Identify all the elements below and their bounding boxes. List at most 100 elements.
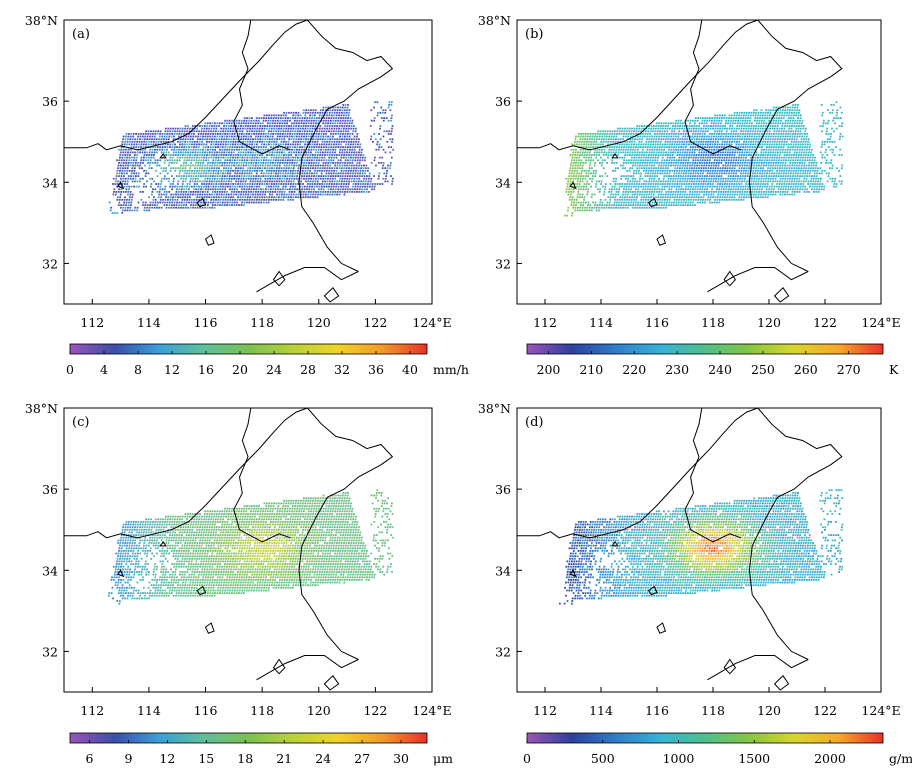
colorbar-label-d-1: 500 [591, 751, 615, 766]
colorbar-label-b-7: 270 [837, 362, 861, 377]
colorbar-label-d-0: 0 [523, 751, 531, 766]
lon-label-c-2: 116 [194, 703, 218, 718]
swath-pixels-a [109, 101, 394, 214]
lat-label-d-1: 36 [495, 482, 511, 497]
colorbar-label-c-6: 24 [315, 751, 331, 766]
coastline-b-0 [517, 20, 758, 150]
coastline-d-1 [749, 408, 841, 660]
colorbar-label-a-6: 24 [266, 362, 282, 377]
colorbar-label-b-2: 220 [622, 362, 646, 377]
colorbar-label-c-8: 30 [393, 751, 409, 766]
lon-label-c-0: 112 [80, 703, 104, 718]
colorbar-label-d-4: 2000 [814, 751, 846, 766]
lon-label-a-3: 118 [250, 315, 274, 330]
lat-label-a-3: 32 [42, 256, 58, 271]
lat-label-d-3: 32 [495, 644, 511, 659]
coastline-c-0 [64, 408, 307, 538]
lake-outline-c-1 [206, 623, 215, 633]
lon-label-a-5: 122 [363, 315, 387, 330]
lon-label-d-4: 120 [757, 703, 781, 718]
lat-label-b-1: 36 [495, 94, 511, 109]
lat-label-b-0: 38°N [478, 13, 511, 28]
lake-outline-d-1 [657, 623, 665, 633]
lon-label-d-2: 116 [645, 703, 669, 718]
lon-label-d-5: 122 [813, 703, 837, 718]
lat-label-a-0: 38°N [25, 13, 58, 28]
coastline-d-2 [707, 656, 808, 680]
lon-label-c-6: 124°E [412, 703, 451, 718]
colorbar-label-a-8: 32 [334, 362, 350, 377]
colorbar-label-a-4: 16 [198, 362, 214, 377]
lon-label-b-3: 118 [701, 315, 725, 330]
lon-label-b-6: 124°E [861, 315, 900, 330]
colorbar-label-c-3: 15 [198, 751, 214, 766]
lake-outline-d-3 [775, 676, 789, 690]
colorbar-label-a-9: 36 [368, 362, 384, 377]
map-area-b [517, 20, 843, 302]
colorbar-label-a-3: 12 [164, 362, 180, 377]
lake-outline-a-1 [206, 235, 215, 245]
lat-label-d-0: 38°N [478, 401, 511, 416]
map-area-d [517, 408, 843, 690]
lat-label-b-3: 32 [495, 256, 511, 271]
panel-label-d: (d) [525, 415, 543, 430]
coastline-b-1 [749, 20, 841, 272]
colorbar-label-a-7: 28 [300, 362, 316, 377]
lon-label-d-0: 112 [533, 703, 557, 718]
coastline-d-0 [517, 408, 758, 538]
swath-pixels-c [108, 489, 394, 604]
colorbar-label-c-5: 21 [276, 751, 292, 766]
lake-outline-c-5 [160, 542, 166, 546]
swath-pixels-d [559, 489, 843, 604]
lon-label-a-6: 124°E [412, 315, 451, 330]
colorbar-b [527, 344, 883, 354]
coastline-a-0 [64, 20, 307, 150]
lon-label-a-1: 114 [137, 315, 161, 330]
colorbar-label-c-1: 9 [124, 751, 132, 766]
coastline-a-2 [257, 268, 359, 292]
lon-label-b-4: 120 [757, 315, 781, 330]
colorbar-label-a-0: 0 [66, 362, 74, 377]
map-area-c [64, 408, 394, 690]
lat-label-c-1: 36 [42, 482, 58, 497]
panel-label-b: (b) [525, 27, 543, 42]
colorbar-label-c-2: 12 [159, 751, 175, 766]
lon-label-b-0: 112 [533, 315, 557, 330]
lake-outline-c-3 [324, 676, 338, 690]
colorbar-unit-b: K [889, 362, 899, 377]
lat-label-a-1: 36 [42, 94, 58, 109]
lat-label-a-2: 34 [42, 175, 58, 190]
colorbar-label-a-2: 8 [134, 362, 142, 377]
colorbar-label-b-5: 250 [751, 362, 775, 377]
lon-label-b-2: 116 [645, 315, 669, 330]
lon-label-a-0: 112 [80, 315, 104, 330]
colorbar-label-a-1: 4 [100, 362, 108, 377]
colorbar-unit-d: g/m² [889, 751, 912, 766]
coastline-c-1 [299, 408, 392, 660]
colorbar-label-b-1: 210 [579, 362, 603, 377]
colorbar-a [70, 344, 427, 354]
colorbar-label-a-10: 40 [402, 362, 418, 377]
panel-label-c: (c) [72, 415, 89, 430]
lat-label-d-2: 34 [495, 563, 511, 578]
lon-label-a-2: 116 [194, 315, 218, 330]
colorbar-label-c-4: 18 [237, 751, 253, 766]
lat-label-c-3: 32 [42, 644, 58, 659]
colorbar-label-a-5: 20 [232, 362, 248, 377]
colorbar-label-b-6: 260 [794, 362, 818, 377]
lake-outline-b-1 [657, 235, 665, 245]
lon-label-b-1: 114 [589, 315, 613, 330]
colorbar-label-b-4: 240 [708, 362, 732, 377]
lon-label-d-1: 114 [589, 703, 613, 718]
lon-label-d-6: 124°E [861, 703, 900, 718]
map-area-a [64, 20, 394, 302]
lon-label-c-5: 122 [363, 703, 387, 718]
colorbar-c [70, 733, 427, 743]
lon-label-c-3: 118 [250, 703, 274, 718]
